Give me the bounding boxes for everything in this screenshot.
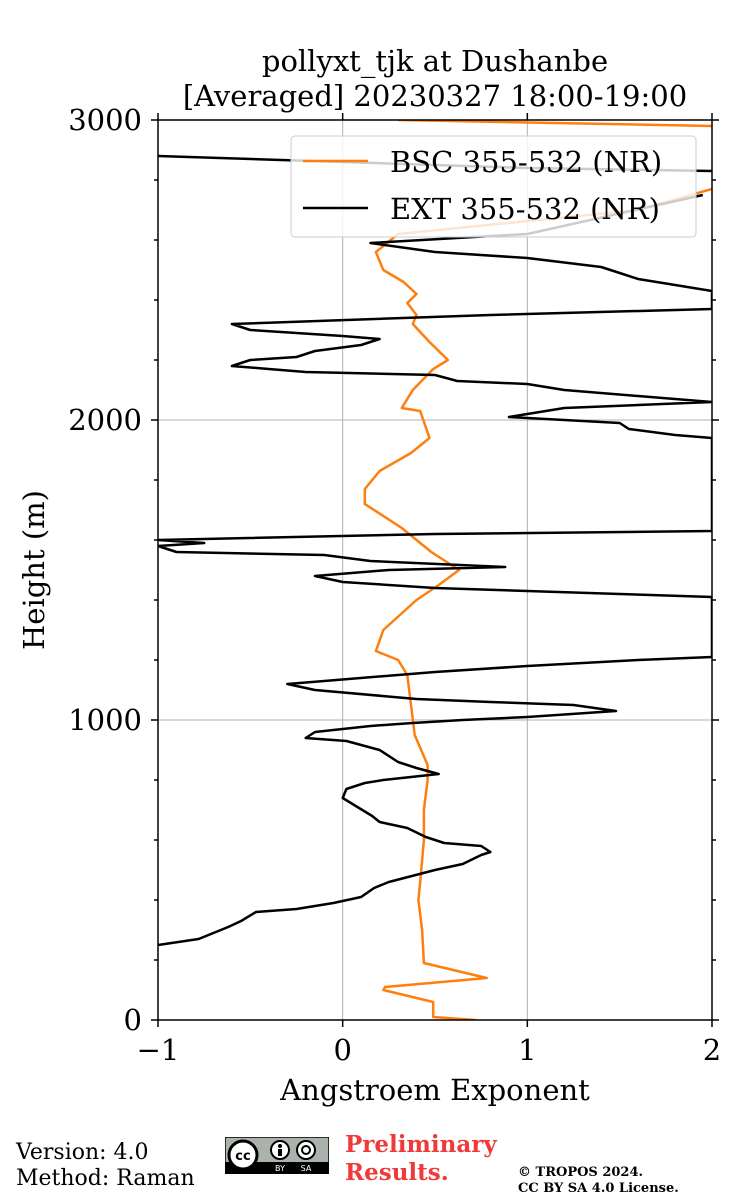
legend: BSC 355-532 (NR) EXT 355-532 (NR) [290, 135, 697, 238]
sa-label: SA [301, 1164, 312, 1173]
bsc-series-line [363, 187, 712, 1020]
preliminary-notice: Preliminary Results. [345, 1131, 497, 1187]
x-axis-label: Angstroem Exponent [279, 1073, 590, 1107]
by-icon-head [278, 1144, 282, 1148]
x-tick-label: −1 [137, 1033, 180, 1067]
preliminary-line2: Results. [345, 1159, 449, 1186]
copyright-line1: © TROPOS 2024. [518, 1165, 644, 1180]
sa-icon [296, 1140, 316, 1160]
x-tick-label: 0 [333, 1033, 351, 1067]
y-tick-label: 1000 [68, 703, 142, 737]
legend-label-ext: EXT 355-532 (NR) [390, 192, 660, 226]
x-tick-label: 2 [703, 1033, 721, 1067]
y-tick-label: 2000 [68, 403, 142, 437]
sa-icon-arc [301, 1145, 311, 1155]
plot-frame [157, 119, 713, 1021]
cc-icon-text: cc [235, 1149, 250, 1164]
preliminary-line1: Preliminary [345, 1131, 497, 1158]
y-tick-label: 0 [124, 1003, 142, 1037]
x-tick-label: 1 [518, 1033, 536, 1067]
copyright-line2: CC BY SA 4.0 License. [518, 1181, 679, 1196]
legend-label-bsc: BSC 355-532 (NR) [390, 145, 662, 179]
cc-by-sa-badge: cc BY SA [225, 1137, 329, 1174]
cc-icon [227, 1139, 259, 1171]
legend-box [290, 135, 697, 238]
ext-series-line [158, 193, 712, 947]
chart-title-line2: [Averaged] 20230327 18:00-19:00 [183, 79, 687, 113]
copyright-notice: © TROPOS 2024. CC BY SA 4.0 License. [518, 1165, 679, 1197]
method-label: Method: Raman [16, 1166, 195, 1191]
chart-title-line1: pollyxt_tjk at Dushanbe [262, 44, 608, 79]
series-layer [158, 120, 712, 1020]
y-tick-label: 3000 [68, 103, 142, 137]
bsc-series-line-top [398, 120, 712, 128]
version-label: Version: 4.0 [16, 1140, 149, 1165]
by-label: BY [275, 1164, 285, 1173]
footer-info: Version: 4.0 Method: Raman [16, 1140, 195, 1192]
y-axis-label: Height (m) [17, 490, 51, 650]
by-icon-body [278, 1149, 282, 1156]
